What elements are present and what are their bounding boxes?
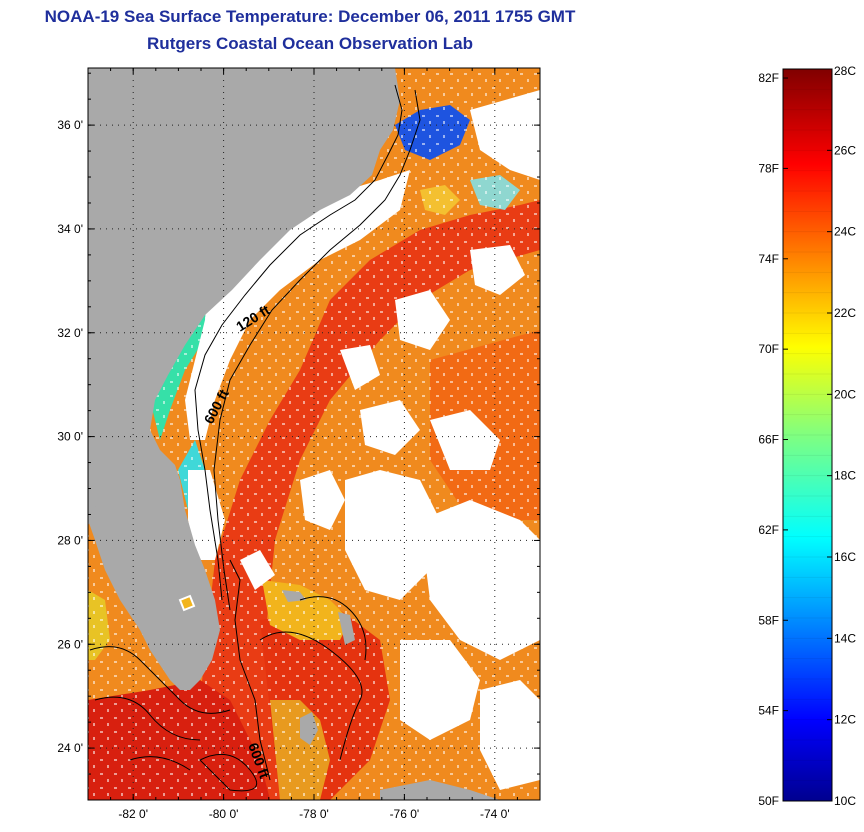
fahrenheit-label: 62F <box>758 523 779 537</box>
sst-map: 120 ft 600 ft 600 ft <box>88 68 540 800</box>
celsius-label: 26C <box>834 143 856 157</box>
bathymetry-contours <box>89 84 421 792</box>
lat-tick-label: 30 0' <box>57 430 83 444</box>
fahrenheit-label: 74F <box>758 252 779 266</box>
celsius-label: 24C <box>834 225 856 239</box>
fahrenheit-label: 70F <box>758 342 779 356</box>
title-line-1: NOAA-19 Sea Surface Temperature: Decembe… <box>44 7 576 26</box>
fahrenheit-label: 82F <box>758 71 779 85</box>
fahrenheit-label: 50F <box>758 794 779 808</box>
map-axis-labels: 36 0' 34 0' 32 0' 30 0' 28 0' 26 0' 24 0' -82 0… <box>57 118 509 821</box>
lon-tick-label: -74 0' <box>480 807 510 821</box>
lat-tick-label: 36 0' <box>57 118 83 132</box>
map-axis-ticks <box>87 68 541 801</box>
celsius-label: 10C <box>834 794 856 808</box>
celsius-label: 12C <box>834 713 856 727</box>
lat-tick-label: 28 0' <box>57 533 83 547</box>
cuba-land <box>380 780 500 800</box>
colorbar-ticks <box>783 68 832 802</box>
bahamas-island-2 <box>282 590 306 602</box>
colorbar-fahrenheit-labels: 82F 78F 74F 70F 66F 62F 58F 54F 50F <box>758 71 779 808</box>
colorbar: 82F 78F 74F 70F 66F 62F 58F 54F 50F 28C 26C 24C 22C… <box>758 64 856 808</box>
title-line-2: Rutgers Coastal Ocean Observation Lab <box>147 34 473 53</box>
lon-tick-label: -80 0' <box>209 807 239 821</box>
lat-tick-label: 32 0' <box>57 326 83 340</box>
lat-tick-label: 24 0' <box>57 741 83 755</box>
fahrenheit-label: 66F <box>758 433 779 447</box>
celsius-label: 28C <box>834 64 856 78</box>
celsius-label: 16C <box>834 550 856 564</box>
celsius-label: 20C <box>834 387 856 401</box>
lat-tick-label: 26 0' <box>57 637 83 651</box>
colorbar-celsius-labels: 28C 26C 24C 22C 20C 18C 16C 14C 12C 10C <box>834 64 856 808</box>
bahamas-island-1 <box>300 712 318 745</box>
lon-tick-label: -82 0' <box>118 807 148 821</box>
lon-tick-label: -76 0' <box>390 807 420 821</box>
colorbar-gradient <box>782 68 833 802</box>
lake-okeechobee <box>178 594 196 612</box>
map-gridlines <box>88 68 540 800</box>
celsius-label: 22C <box>834 306 856 320</box>
fahrenheit-label: 54F <box>758 704 779 718</box>
fahrenheit-label: 58F <box>758 613 779 627</box>
lon-tick-label: -78 0' <box>299 807 329 821</box>
celsius-label: 18C <box>834 469 856 483</box>
fahrenheit-label: 78F <box>758 161 779 175</box>
celsius-label: 14C <box>834 631 856 645</box>
us-mainland <box>88 68 400 690</box>
bahamas-island-3 <box>338 612 355 645</box>
lat-tick-label: 34 0' <box>57 222 83 236</box>
gulf-coast-land <box>88 490 98 525</box>
